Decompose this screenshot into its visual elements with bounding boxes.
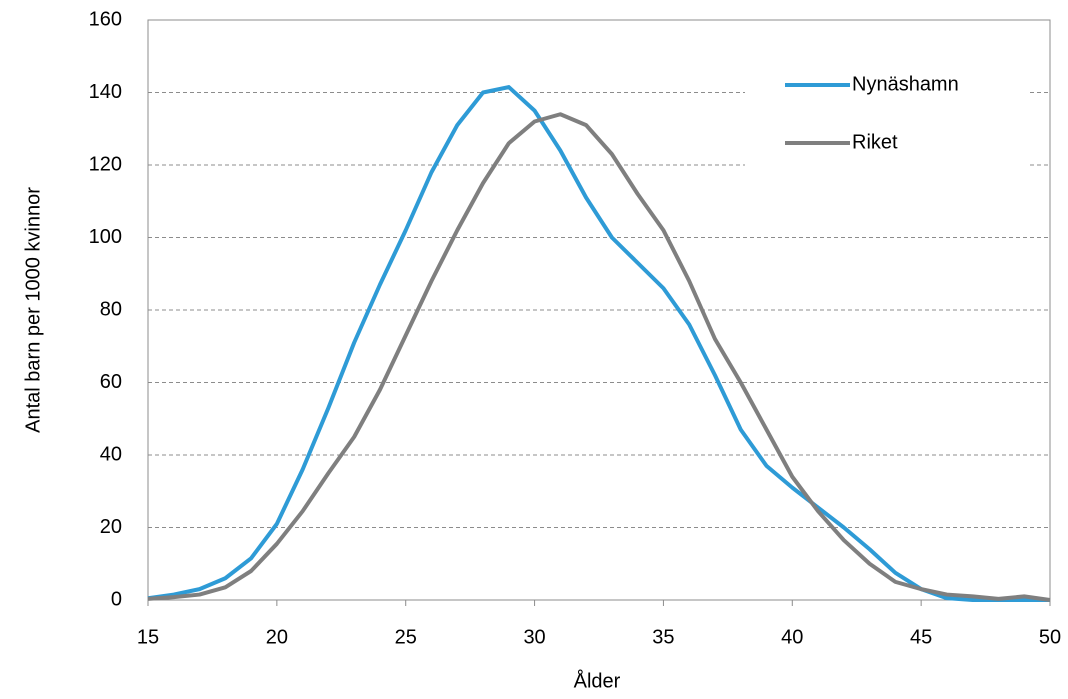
- y-tick-label: 160: [89, 8, 122, 30]
- series-line: [147, 85, 1050, 602]
- x-tick-label: 25: [395, 626, 417, 648]
- legend-label: Nynäshamn: [852, 73, 959, 95]
- y-tick-label: 40: [100, 443, 122, 465]
- y-axis-label: Antal barn per 1000 kvinnor: [22, 187, 44, 433]
- y-tick-label: 120: [89, 153, 122, 175]
- y-tick-label: 60: [100, 371, 122, 393]
- series-line: [147, 112, 1051, 602]
- x-tick-label: 35: [652, 626, 674, 648]
- x-tick-label: 40: [781, 626, 803, 648]
- y-tick-label: 80: [100, 298, 122, 320]
- y-tick-label: 100: [89, 226, 122, 248]
- x-tick-label: 50: [1039, 626, 1061, 648]
- x-tick-label: 15: [137, 626, 159, 648]
- legend-box: [745, 62, 1030, 182]
- plot-frame: [147, 19, 1051, 601]
- x-tick-label: 30: [523, 626, 545, 648]
- y-tick-label: 20: [100, 516, 122, 538]
- x-axis-label: Ålder: [574, 669, 621, 692]
- y-tick-label: 140: [89, 81, 122, 103]
- legend-label: Riket: [852, 131, 898, 153]
- x-tick-label: 45: [910, 626, 932, 648]
- x-tick-label: 20: [266, 626, 288, 648]
- y-tick-label: 0: [111, 588, 122, 610]
